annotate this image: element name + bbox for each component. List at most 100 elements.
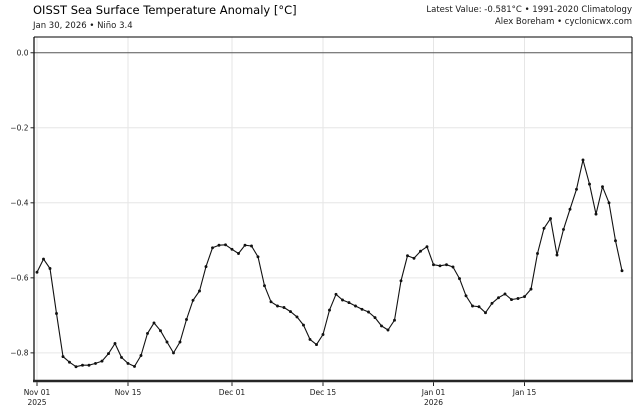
- data-point: [568, 207, 572, 211]
- data-point: [243, 243, 247, 247]
- chart-subtitle: Jan 30, 2026 • Niño 3.4: [33, 21, 133, 31]
- data-point: [471, 304, 474, 308]
- data-point: [380, 324, 383, 328]
- data-point: [289, 310, 292, 314]
- x-tick-label: Dec 15: [310, 388, 337, 397]
- data-point: [282, 306, 286, 309]
- data-point: [542, 226, 546, 230]
- data-point: [425, 245, 429, 249]
- data-point: [250, 244, 253, 248]
- data-point: [321, 333, 325, 336]
- data-point: [334, 292, 338, 296]
- data-point: [100, 359, 104, 363]
- data-point: [269, 300, 273, 304]
- data-point: [594, 212, 598, 216]
- data-point: [237, 252, 240, 255]
- chart-meta: Latest Value: -0.581°C • 1991-2020 Clima…: [426, 5, 632, 28]
- data-point: [120, 355, 123, 359]
- data-point: [178, 340, 182, 344]
- data-point: [217, 243, 221, 247]
- data-point: [74, 365, 78, 369]
- data-point: [61, 355, 65, 359]
- x-tick-label: Nov 15: [115, 388, 142, 397]
- data-point: [126, 361, 130, 365]
- chart-title: OISST Sea Surface Temperature Anomaly [°…: [33, 3, 297, 17]
- data-point: [386, 328, 390, 332]
- data-point: [588, 182, 591, 186]
- data-point: [549, 217, 552, 221]
- data-point: [458, 277, 461, 281]
- data-point: [165, 340, 169, 344]
- data-point: [302, 323, 305, 327]
- x-tick-label: Dec 01: [219, 388, 246, 397]
- data-point: [42, 257, 45, 261]
- data-point: [133, 364, 136, 368]
- axes-spines: [33, 36, 633, 383]
- data-point: [614, 239, 617, 243]
- data-point: [152, 321, 156, 325]
- data-point: [620, 269, 624, 273]
- data-point: [308, 337, 312, 341]
- data-point: [347, 301, 351, 305]
- data-point: [354, 304, 357, 308]
- y-tick-label: −0.4: [10, 198, 28, 207]
- data-point: [295, 315, 299, 319]
- data-point: [224, 243, 227, 247]
- data-point: [601, 185, 604, 189]
- data-point: [191, 298, 195, 302]
- axis-ticks: [30, 52, 525, 386]
- data-point: [35, 270, 39, 274]
- data-point: [87, 363, 91, 367]
- data-point: [562, 227, 565, 231]
- x-tick-label: Nov 01: [24, 388, 51, 397]
- data-point: [367, 310, 370, 314]
- data-point: [419, 249, 422, 253]
- data-point: [94, 361, 97, 365]
- gridlines: [34, 37, 632, 381]
- data-point: [412, 256, 416, 260]
- data-point: [536, 252, 539, 255]
- data-point: [399, 279, 403, 283]
- data-point: [555, 253, 559, 257]
- data-point: [497, 296, 500, 300]
- data-point: [607, 201, 611, 205]
- y-tick-labels: 0.0 −0.2 −0.4 −0.6 −0.8: [10, 48, 28, 357]
- y-tick-label: −0.8: [10, 348, 28, 357]
- x-tick-label: Jan 01: [421, 388, 446, 397]
- data-point: [55, 312, 58, 315]
- data-point: [581, 158, 585, 162]
- data-points: [35, 158, 624, 369]
- data-point: [172, 351, 175, 355]
- data-point: [484, 311, 487, 315]
- data-point: [276, 304, 279, 308]
- data-point: [510, 298, 513, 302]
- data-point: [113, 342, 117, 345]
- data-point: [263, 284, 266, 288]
- latest-value-text: Latest Value: -0.581°C • 1991-2020 Clima…: [426, 5, 632, 15]
- data-point: [107, 352, 110, 356]
- data-point: [256, 255, 260, 259]
- data-point: [159, 329, 162, 333]
- x-tick-label: 2025: [27, 398, 46, 407]
- data-point: [438, 264, 442, 268]
- x-tick-label: 2026: [424, 398, 443, 407]
- data-point: [146, 331, 149, 335]
- data-point: [503, 292, 507, 296]
- data-point: [523, 295, 526, 299]
- data-point: [230, 247, 234, 251]
- data-point: [477, 305, 481, 309]
- y-tick-label: −0.6: [10, 273, 28, 282]
- data-point: [464, 294, 468, 298]
- data-point: [48, 267, 52, 270]
- data-point: [393, 318, 396, 322]
- y-tick-label: −0.2: [10, 123, 28, 132]
- data-point: [198, 289, 201, 293]
- data-point: [139, 354, 143, 357]
- data-point: [451, 265, 455, 269]
- y-tick-label: 0.0: [17, 48, 29, 57]
- data-point: [529, 287, 533, 291]
- ssta-line: [36, 159, 623, 368]
- data-point: [328, 308, 331, 312]
- data-point: [68, 360, 71, 364]
- data-point: [185, 318, 188, 321]
